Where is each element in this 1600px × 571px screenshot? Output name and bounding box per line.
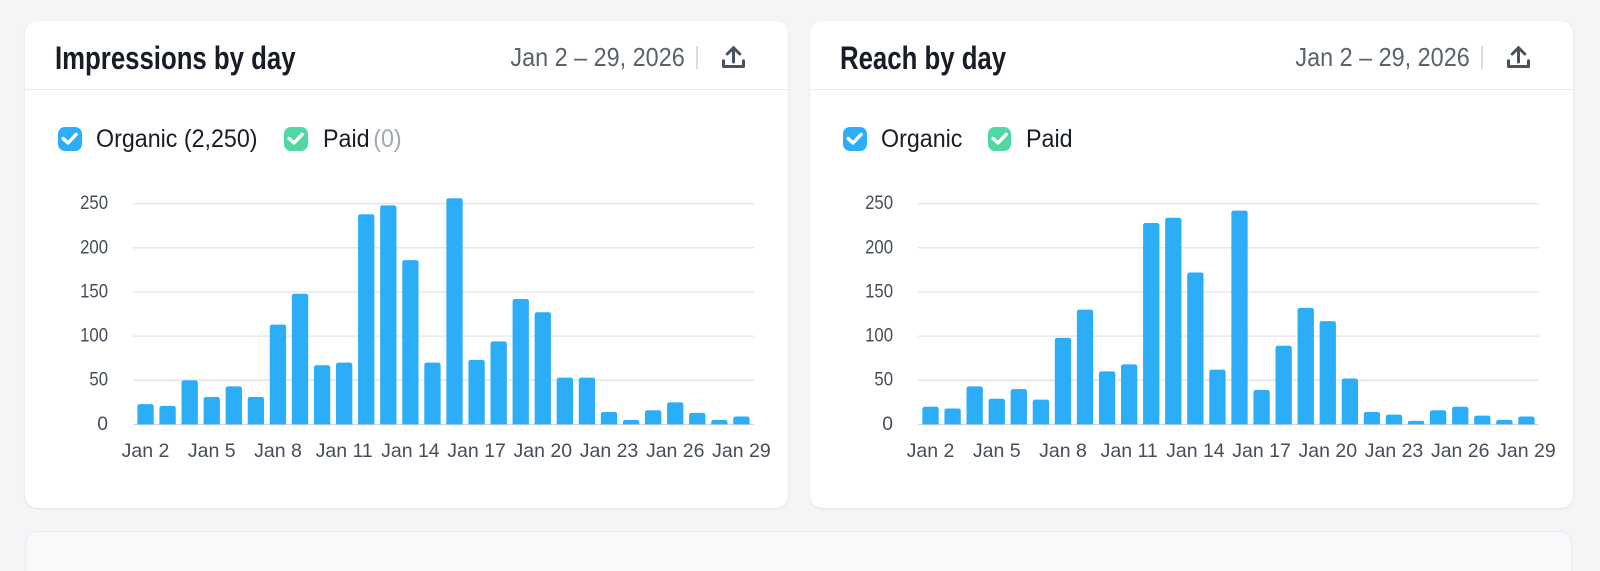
svg-text:Jan 26: Jan 26: [646, 440, 705, 462]
svg-text:Jan 23: Jan 23: [580, 440, 639, 462]
svg-text:Jan 20: Jan 20: [514, 440, 573, 462]
svg-text:200: 200: [865, 237, 893, 258]
svg-text:50: 50: [89, 370, 108, 391]
svg-text:250: 250: [80, 193, 108, 214]
svg-text:50: 50: [874, 370, 893, 391]
svg-text:Jan 29: Jan 29: [1497, 440, 1556, 462]
svg-text:Jan 26: Jan 26: [1431, 440, 1490, 462]
svg-text:Jan 29: Jan 29: [712, 440, 771, 462]
svg-text:0: 0: [97, 414, 108, 435]
svg-text:Jan 11: Jan 11: [316, 440, 373, 462]
svg-text:Jan 5: Jan 5: [188, 440, 236, 462]
svg-text:0: 0: [882, 414, 893, 435]
svg-text:Jan 8: Jan 8: [1039, 440, 1087, 462]
svg-text:Jan 20: Jan 20: [1299, 440, 1358, 462]
svg-text:Jan 14: Jan 14: [1166, 440, 1225, 462]
svg-text:Jan 8: Jan 8: [254, 440, 302, 462]
svg-text:100: 100: [865, 326, 893, 347]
svg-text:Jan 5: Jan 5: [973, 440, 1021, 462]
svg-text:Jan 2: Jan 2: [122, 440, 170, 462]
svg-text:150: 150: [80, 281, 108, 302]
svg-text:250: 250: [865, 193, 893, 214]
svg-text:100: 100: [80, 326, 108, 347]
svg-text:Jan 2: Jan 2: [907, 440, 955, 462]
svg-text:Jan 17: Jan 17: [1232, 440, 1291, 462]
svg-text:150: 150: [865, 281, 893, 302]
svg-text:Jan 11: Jan 11: [1101, 440, 1158, 462]
svg-text:200: 200: [80, 237, 108, 258]
svg-text:Jan 14: Jan 14: [381, 440, 440, 462]
svg-text:Jan 17: Jan 17: [447, 440, 506, 462]
svg-text:Jan 23: Jan 23: [1365, 440, 1424, 462]
